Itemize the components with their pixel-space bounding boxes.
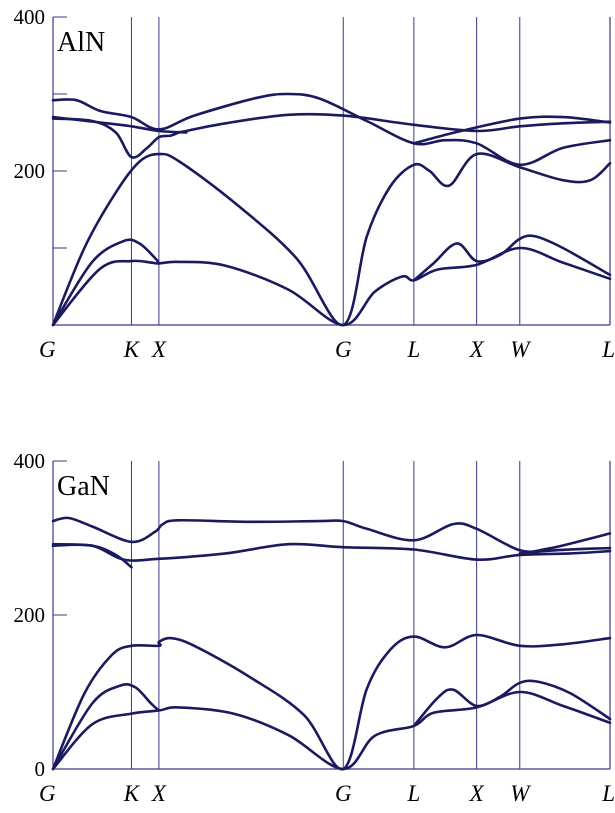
y-tick-label: 400 xyxy=(14,449,46,473)
phonon-branch-3 xyxy=(51,152,612,327)
y-tick-label: 200 xyxy=(14,159,46,183)
kpoint-label: K xyxy=(123,781,141,806)
kpoint-label: G xyxy=(335,781,352,806)
phonon-branch-2 xyxy=(412,234,612,282)
kpoint-label: G xyxy=(335,337,352,362)
kpoint-label: G xyxy=(39,781,56,806)
kpoint-label: X xyxy=(469,337,485,362)
kpoint-label: L xyxy=(601,337,615,362)
y-tick-label: 400 xyxy=(14,5,46,29)
phonon-branch-3 xyxy=(51,633,612,771)
y-tick-label: 0 xyxy=(35,757,46,781)
kpoint-label: W xyxy=(510,337,531,362)
phonon-branch-4 xyxy=(51,542,133,569)
panel-title: AlN xyxy=(57,27,105,58)
kpoint-label: G xyxy=(39,337,56,362)
kpoint-label: L xyxy=(601,781,615,806)
kpoint-label: X xyxy=(469,781,485,806)
phonon-branch-5 xyxy=(51,92,612,167)
kpoint-label: W xyxy=(510,781,531,806)
kpoint-label: L xyxy=(406,781,420,806)
kpoint-label: K xyxy=(123,337,141,362)
phonon-branch-2 xyxy=(412,679,612,728)
phonon-branch-7 xyxy=(518,546,612,555)
kpoint-label: L xyxy=(406,337,420,362)
phonon-branch-5 xyxy=(51,542,612,562)
kpoint-label: X xyxy=(151,337,167,362)
phonon-branch-1 xyxy=(51,238,161,327)
phonon-branch-6 xyxy=(51,115,188,134)
y-tick-label: 200 xyxy=(14,603,46,627)
phonon-branch-0 xyxy=(51,246,612,327)
kpoint-label: X xyxy=(151,781,167,806)
phonon-branch-8 xyxy=(412,115,612,145)
phonon-branch-7 xyxy=(177,112,612,134)
phonon-branch-1 xyxy=(51,683,161,771)
panel-title: GaN xyxy=(57,471,110,502)
phonon-branch-6 xyxy=(51,516,612,554)
